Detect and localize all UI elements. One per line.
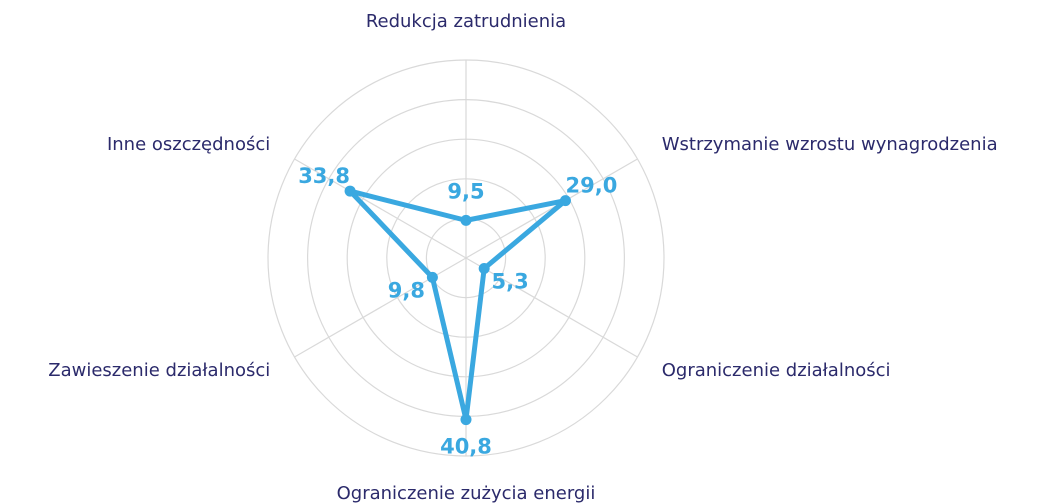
spoke bbox=[294, 257, 467, 358]
value-label: 33,8 bbox=[298, 164, 350, 188]
point bbox=[460, 214, 472, 226]
point bbox=[478, 262, 490, 274]
value-label: 40,8 bbox=[440, 435, 492, 459]
value-label: 29,0 bbox=[566, 174, 618, 198]
value-label: 5,3 bbox=[492, 269, 529, 293]
category-label: Redukcja zatrudnienia bbox=[366, 11, 566, 32]
category-label: Inne oszczędności bbox=[107, 134, 270, 155]
category-label: Zawieszenie działalności bbox=[48, 360, 270, 381]
spoke bbox=[465, 257, 638, 358]
category-label: Ograniczenie działalności bbox=[662, 360, 891, 381]
series-line bbox=[347, 188, 568, 423]
point bbox=[344, 185, 356, 197]
category-label: Wstrzymanie wzrostu wynagrodzenia bbox=[662, 134, 998, 155]
value-label: 9,5 bbox=[447, 179, 484, 203]
value-label: 9,8 bbox=[388, 278, 425, 302]
point bbox=[460, 414, 472, 426]
spoke bbox=[294, 158, 467, 259]
point bbox=[426, 271, 438, 283]
category-label: Ograniczenie zużycia energii bbox=[337, 483, 596, 503]
point bbox=[559, 195, 571, 207]
spoke bbox=[465, 158, 638, 259]
